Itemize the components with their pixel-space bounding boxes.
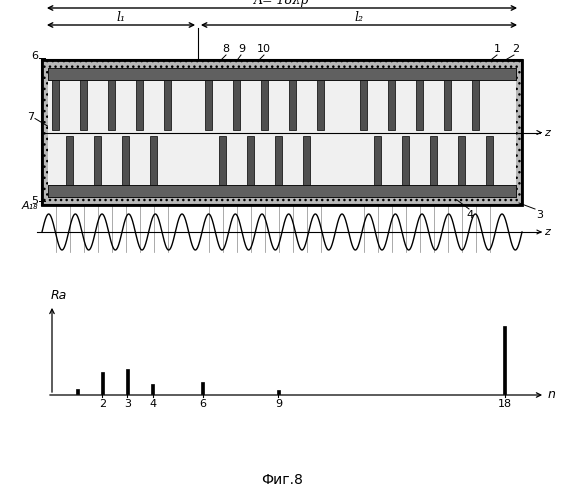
- Bar: [277, 390, 280, 394]
- Text: 4: 4: [149, 399, 156, 409]
- Bar: [247, 136, 254, 185]
- Bar: [94, 136, 101, 185]
- Bar: [80, 80, 87, 130]
- Bar: [136, 80, 143, 130]
- Bar: [101, 372, 104, 394]
- Text: 5: 5: [31, 196, 38, 206]
- Bar: [150, 136, 157, 185]
- Bar: [219, 136, 226, 185]
- Text: 2: 2: [513, 44, 519, 54]
- Text: l₂: l₂: [355, 11, 364, 24]
- Bar: [66, 136, 73, 185]
- Bar: [48, 185, 516, 197]
- Text: Λ= 18λр: Λ= 18λр: [254, 0, 310, 7]
- Bar: [388, 80, 395, 130]
- Bar: [48, 68, 516, 80]
- Bar: [42, 60, 522, 205]
- Text: 6: 6: [200, 399, 206, 409]
- Bar: [48, 185, 516, 197]
- Bar: [402, 136, 409, 185]
- Bar: [444, 80, 451, 130]
- Bar: [416, 80, 423, 130]
- Bar: [48, 68, 516, 197]
- Text: 7: 7: [27, 112, 34, 122]
- Bar: [52, 80, 59, 130]
- Bar: [42, 60, 522, 205]
- Text: 9: 9: [239, 44, 245, 54]
- Bar: [503, 326, 506, 394]
- Text: 4: 4: [466, 210, 474, 220]
- Bar: [233, 80, 240, 130]
- Text: 9: 9: [275, 399, 282, 409]
- Text: 6: 6: [31, 51, 38, 61]
- Bar: [151, 384, 154, 394]
- Text: z: z: [544, 128, 550, 138]
- Bar: [201, 382, 204, 394]
- Bar: [261, 80, 268, 130]
- Text: 3: 3: [536, 210, 543, 220]
- Text: z: z: [544, 227, 550, 237]
- Text: 3: 3: [124, 399, 131, 409]
- Bar: [48, 68, 516, 80]
- Bar: [317, 80, 324, 130]
- Bar: [472, 80, 479, 130]
- Text: 1: 1: [494, 44, 500, 54]
- Bar: [108, 80, 115, 130]
- Bar: [486, 136, 493, 185]
- Text: Rа: Rа: [51, 289, 67, 302]
- Bar: [164, 80, 171, 130]
- Bar: [458, 136, 465, 185]
- Text: n: n: [548, 388, 556, 402]
- Text: 18: 18: [498, 399, 512, 409]
- Bar: [430, 136, 437, 185]
- Text: 8: 8: [222, 44, 230, 54]
- Bar: [289, 80, 296, 130]
- Bar: [126, 369, 129, 394]
- Text: 10: 10: [257, 44, 271, 54]
- Bar: [360, 80, 367, 130]
- Text: 2: 2: [99, 399, 106, 409]
- Bar: [275, 136, 282, 185]
- Bar: [76, 389, 78, 394]
- Text: Фиг.8: Фиг.8: [261, 473, 303, 487]
- Bar: [122, 136, 129, 185]
- Text: l₁: l₁: [117, 11, 126, 24]
- Bar: [374, 136, 381, 185]
- Text: A₁₈: A₁₈: [21, 201, 38, 211]
- Bar: [205, 80, 212, 130]
- Bar: [303, 136, 310, 185]
